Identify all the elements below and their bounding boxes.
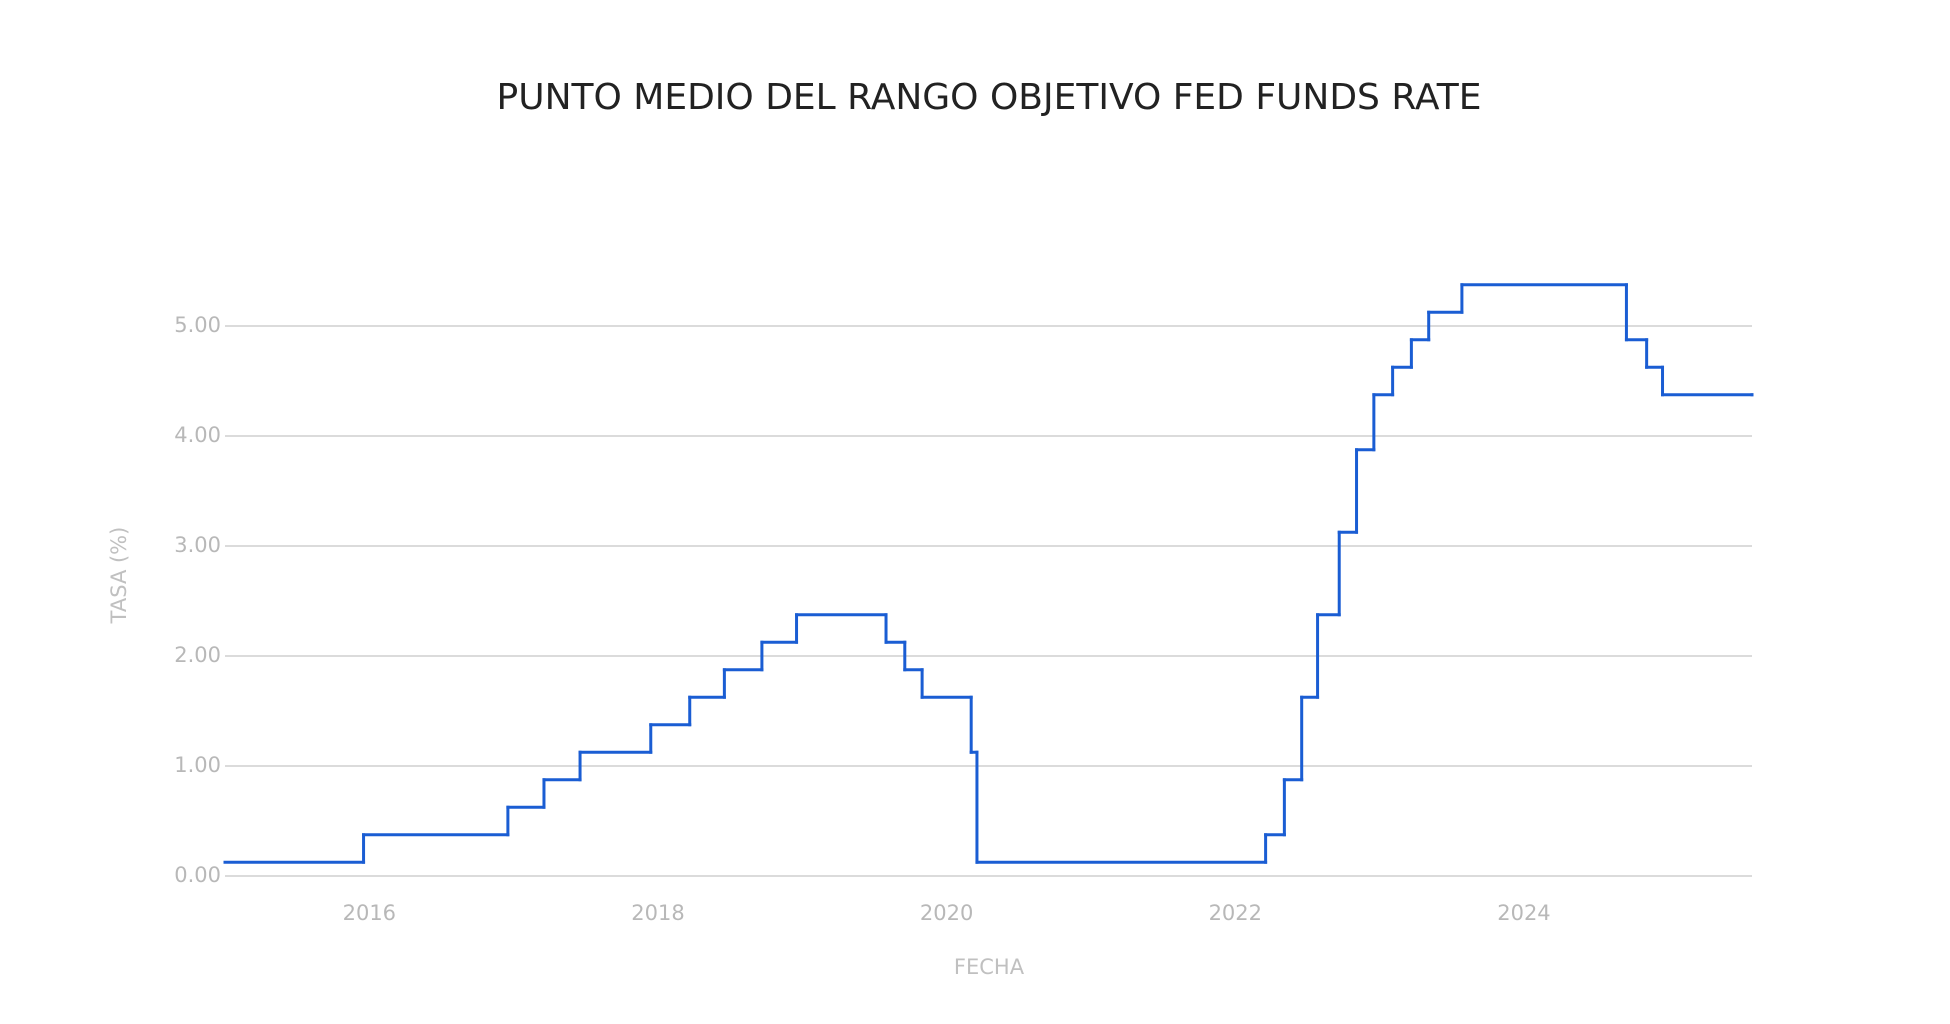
y-tick-label: 5.00	[174, 313, 221, 337]
y-tick-label: 2.00	[174, 643, 221, 667]
y-tick-label: 4.00	[174, 423, 221, 447]
y-axis-title: TASA (%)	[107, 527, 131, 625]
y-tick-label: 0.00	[174, 863, 221, 887]
x-tick-label: 2016	[343, 901, 396, 925]
x-tick-label: 2018	[631, 901, 684, 925]
y-tick-label: 1.00	[174, 753, 221, 777]
x-axis-title: FECHA	[954, 955, 1025, 979]
x-tick-label: 2024	[1497, 901, 1550, 925]
x-tick-label: 2020	[920, 901, 973, 925]
y-tick-label: 3.00	[174, 533, 221, 557]
x-tick-label: 2022	[1209, 901, 1262, 925]
chart-title: PUNTO MEDIO DEL RANGO OBJETIVO FED FUNDS…	[497, 77, 1482, 118]
